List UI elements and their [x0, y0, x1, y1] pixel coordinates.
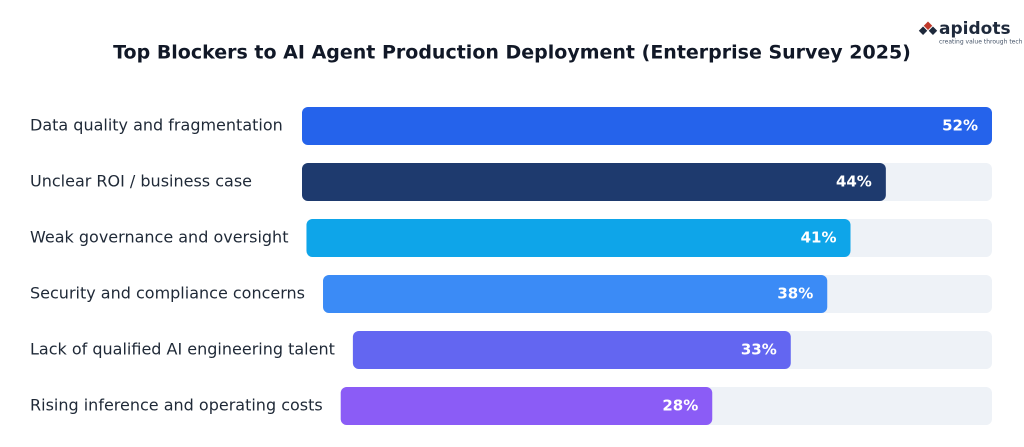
bar — [323, 275, 828, 313]
value-label: 52% — [942, 117, 978, 135]
value-label: 44% — [836, 173, 872, 191]
category-label: Unclear ROI / business case — [30, 172, 252, 191]
category-label: Rising inference and operating costs — [30, 396, 323, 415]
category-label: Weak governance and oversight — [30, 228, 288, 247]
bar — [302, 163, 886, 201]
logo-text: apidots — [939, 19, 1011, 39]
logo: apidots creating value through tech — [918, 19, 1023, 46]
category-label: Data quality and fragmentation — [30, 116, 283, 135]
logo-icon — [918, 21, 938, 35]
value-label: 28% — [662, 397, 698, 415]
value-label: 33% — [741, 341, 777, 359]
logo-tagline: creating value through tech — [939, 39, 1023, 46]
bar — [302, 107, 992, 145]
bar — [306, 219, 851, 257]
value-label: 41% — [801, 229, 837, 247]
category-label: Security and compliance concerns — [30, 284, 305, 303]
bar — [352, 331, 791, 369]
category-label: Lack of qualified AI engineering talent — [30, 340, 335, 359]
chart-title: Top Blockers to AI Agent Production Depl… — [113, 42, 911, 64]
bar — [340, 387, 713, 425]
value-label: 38% — [777, 285, 813, 303]
